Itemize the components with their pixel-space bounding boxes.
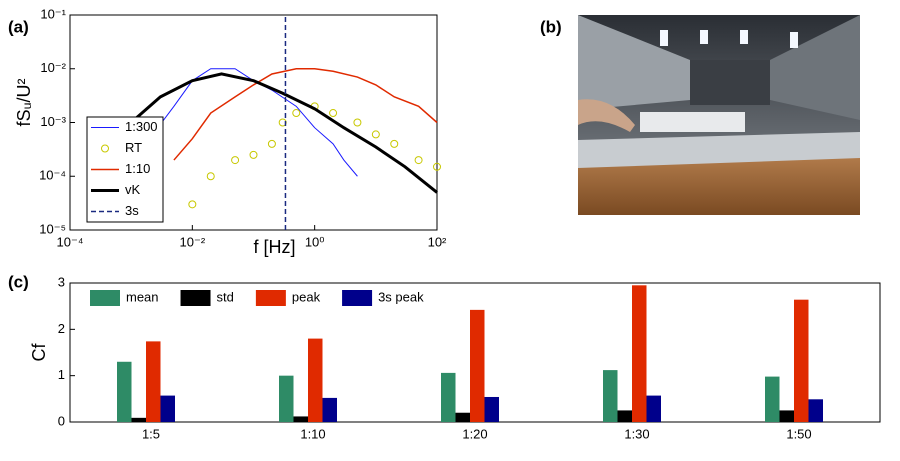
- data-point: [390, 139, 399, 148]
- y-tick-label: 10⁻¹: [40, 6, 66, 21]
- legend-label: 1:10: [125, 161, 150, 176]
- x-tick-label: 10⁻⁴: [57, 234, 84, 249]
- bar: [131, 417, 146, 422]
- x-tick-label: 1:20: [462, 426, 487, 441]
- legend-swatch: [180, 290, 211, 306]
- y-tick-label: 2: [58, 321, 65, 336]
- data-point: [292, 109, 301, 118]
- x-tick-label: 1:10: [300, 426, 325, 441]
- panel-label: (a): [8, 17, 29, 36]
- data-point: [206, 172, 215, 181]
- bar: [441, 372, 456, 422]
- legend-label: 3s peak: [378, 289, 424, 304]
- bar: [779, 410, 794, 422]
- legend-label: 3s: [125, 203, 139, 218]
- legend-swatch: [342, 290, 373, 306]
- x-tick-label: 1:50: [786, 426, 811, 441]
- legend-swatch: [255, 290, 286, 306]
- data-point: [188, 200, 197, 209]
- y-tick-label: 3: [58, 274, 65, 289]
- x-tick-label: 1:30: [624, 426, 649, 441]
- data-point: [231, 156, 240, 165]
- y-tick-label: 0: [58, 413, 65, 428]
- bar: [646, 395, 661, 422]
- bar: [160, 395, 175, 422]
- bar: [279, 375, 294, 422]
- data-point: [414, 156, 423, 165]
- x-tick-label: 10⁰: [305, 234, 325, 249]
- bar: [632, 285, 647, 422]
- legend-label: peak: [292, 289, 321, 304]
- legend-swatch: [90, 290, 120, 306]
- bar: [117, 361, 132, 422]
- data-point: [267, 139, 276, 148]
- bar: [455, 412, 470, 422]
- data-point: [249, 150, 258, 159]
- bar: [293, 416, 308, 422]
- y-axis-label: Cf: [29, 343, 49, 362]
- y-axis-label: fSᵤ/U²: [14, 79, 34, 127]
- bar: [603, 370, 618, 422]
- bar: [794, 299, 809, 422]
- legend-label: mean: [126, 289, 159, 304]
- y-tick-label: 10⁻³: [40, 114, 66, 129]
- bar: [322, 397, 337, 422]
- panel-label: (c): [8, 272, 29, 291]
- data-point: [433, 162, 441, 171]
- legend-label: vK: [125, 182, 141, 197]
- series-line: [173, 68, 438, 161]
- data-point: [329, 109, 338, 118]
- photo: [578, 15, 860, 215]
- y-tick-label: 1: [58, 367, 65, 382]
- bar: [617, 410, 632, 422]
- data-point: [371, 130, 380, 139]
- x-tick-label: 10⁻²: [180, 234, 206, 249]
- x-tick-label: 1:5: [142, 426, 160, 441]
- legend-marker: [101, 144, 109, 153]
- bar: [146, 341, 161, 422]
- y-tick-label: 10⁻⁵: [39, 221, 66, 236]
- x-tick-label: 10²: [428, 234, 447, 249]
- bar: [808, 399, 823, 422]
- y-tick-label: 10⁻⁴: [39, 168, 66, 183]
- panel-label: (b): [540, 17, 562, 36]
- x-axis-label: f [Hz]: [254, 237, 296, 257]
- bar: [484, 396, 499, 422]
- bar: [308, 338, 323, 422]
- legend-label: std: [217, 289, 234, 304]
- legend-label: RT: [125, 140, 142, 155]
- y-tick-label: 10⁻²: [40, 60, 66, 75]
- data-point: [353, 118, 362, 127]
- legend-label: 1:300: [125, 119, 158, 134]
- series-line: [130, 72, 438, 194]
- bar: [470, 309, 485, 422]
- bar: [765, 376, 780, 422]
